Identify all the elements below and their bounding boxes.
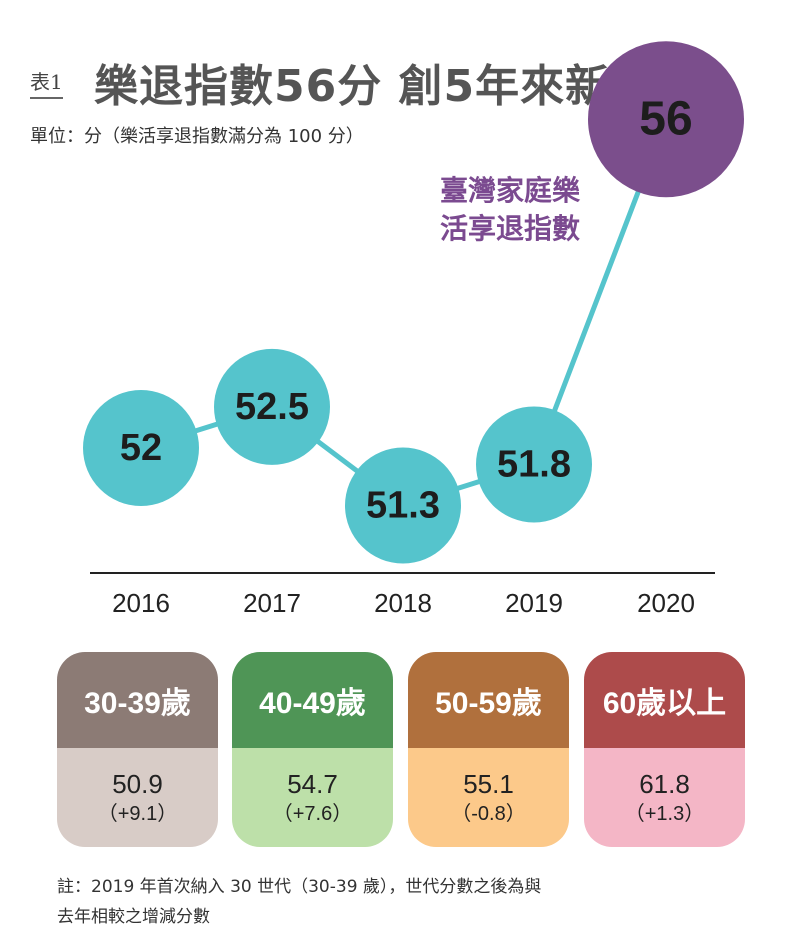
age-card-score: 61.8 xyxy=(639,768,690,799)
age-card-40-49: 40-49歲 54.7 （+7.6） xyxy=(232,652,393,847)
age-card-score: 50.9 xyxy=(112,768,163,799)
age-card-score: 54.7 xyxy=(287,768,338,799)
age-card-label: 60歲以上 xyxy=(584,652,745,748)
footnote-line2: 去年相較之增減分數 xyxy=(57,907,210,927)
page-title: 樂退指數56分 創5年來新高 xyxy=(94,61,656,112)
unit-note: 單位：分（樂活享退指數滿分為 100 分） xyxy=(30,126,364,147)
table-label: 表1 xyxy=(30,66,63,99)
x-tick-label: 2019 xyxy=(505,588,563,618)
data-label: 52 xyxy=(120,427,162,469)
age-card-change: （+9.1） xyxy=(97,802,178,825)
data-point-circle xyxy=(345,447,461,564)
age-card-body: 50.9 （+9.1） xyxy=(57,748,218,847)
data-points: 52 52.5 51.3 51.8 56 xyxy=(83,41,744,564)
x-tick-label: 2018 xyxy=(374,588,432,618)
data-point: 51.8 xyxy=(476,406,592,523)
age-card-change: （+1.3） xyxy=(624,802,705,825)
series-label-line2: 活享退指數 xyxy=(439,212,580,245)
age-card-50-59: 50-59歲 55.1 （-0.8） xyxy=(408,652,569,847)
age-card-body: 54.7 （+7.6） xyxy=(232,748,393,847)
data-point-circle xyxy=(588,41,744,198)
data-label: 52.5 xyxy=(235,386,309,428)
series-label: 臺灣家庭樂 活享退指數 xyxy=(380,172,580,248)
age-card-score: 55.1 xyxy=(463,768,514,799)
line-chart: 2016 2017 2018 2019 2020 52 52.5 51.3 51.8 56 xyxy=(83,41,744,618)
age-card-label: 50-59歲 xyxy=(408,652,569,748)
data-label: 56 xyxy=(639,93,692,146)
age-card-30-39: 30-39歲 50.9 （+9.1） xyxy=(57,652,218,847)
x-tick-label: 2017 xyxy=(243,588,301,618)
age-card-60-plus: 60歲以上 61.8 （+1.3） xyxy=(584,652,745,847)
age-card-label: 30-39歲 xyxy=(57,652,218,748)
age-card-body: 55.1 （-0.8） xyxy=(408,748,569,847)
x-axis: 2016 2017 2018 2019 2020 xyxy=(90,572,715,618)
age-card-body: 61.8 （+1.3） xyxy=(584,748,745,847)
data-label: 51.3 xyxy=(366,485,440,527)
data-point: 52 xyxy=(83,390,199,506)
age-card-change: （-0.8） xyxy=(451,802,526,825)
x-tick-label: 2016 xyxy=(112,588,170,618)
age-card-change: （+7.6） xyxy=(272,802,353,825)
data-point-highlight: 56 xyxy=(588,41,744,198)
footnote-line1: 註：2019 年首次納入 30 世代（30-39 歲），世代分數之後為與 xyxy=(57,877,542,897)
data-label: 51.8 xyxy=(497,443,571,485)
x-tick-label: 2020 xyxy=(637,588,695,618)
series-label-line1: 臺灣家庭樂 xyxy=(439,174,580,207)
data-point-circle xyxy=(214,348,330,465)
data-point-circle xyxy=(476,406,592,523)
data-point: 51.3 xyxy=(345,447,461,564)
data-point-circle xyxy=(83,390,199,506)
footnote: 註：2019 年首次納入 30 世代（30-39 歲），世代分數之後為與 去年相… xyxy=(57,872,757,932)
age-card-label: 40-49歲 xyxy=(232,652,393,748)
data-point: 52.5 xyxy=(214,348,330,465)
